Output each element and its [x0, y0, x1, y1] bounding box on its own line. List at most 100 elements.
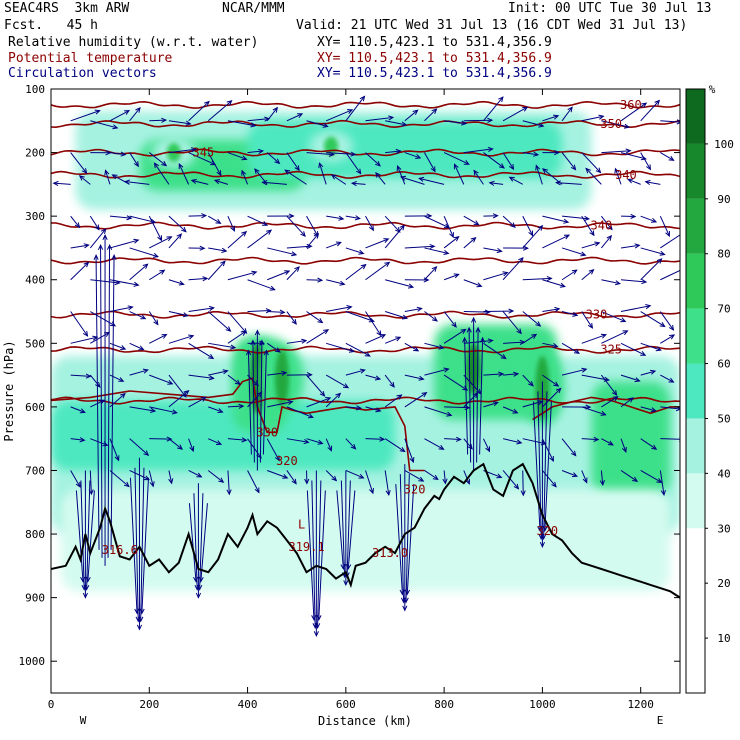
vector-shaft: [306, 329, 329, 344]
vector-head: [213, 179, 221, 185]
vector-head: [208, 375, 215, 381]
wind-vector: [148, 470, 155, 488]
vector-shaft: [581, 311, 593, 329]
wind-vector: [129, 311, 147, 320]
wind-vector: [345, 215, 361, 221]
wind-vector: [418, 176, 445, 185]
vector-shaft: [129, 215, 156, 223]
vector-head: [335, 241, 342, 247]
wind-vector: [385, 279, 415, 289]
x-tick-label: 600: [336, 698, 356, 711]
vector-shaft: [365, 152, 381, 167]
vector-head: [659, 322, 666, 328]
vector-shaft: [193, 493, 198, 590]
wind-vector: [227, 120, 257, 128]
vector-shaft: [148, 215, 162, 241]
vector-head: [541, 168, 548, 174]
vector-head: [301, 338, 308, 344]
vector-head: [621, 446, 627, 453]
vector-shaft: [365, 261, 390, 281]
vector-shaft: [266, 152, 280, 164]
wind-vector: [541, 438, 554, 463]
vector-head: [375, 161, 381, 167]
wind-vector: [70, 215, 81, 229]
vector-shaft: [267, 311, 285, 313]
vector-shaft: [262, 350, 267, 455]
vector-head: [94, 109, 101, 115]
wind-vector: [326, 215, 345, 221]
vector-head: [126, 215, 133, 221]
vector-shaft: [443, 328, 466, 344]
wind-vector: [520, 470, 526, 497]
downdraft-vector: [138, 467, 145, 623]
wind-vector: [153, 162, 170, 185]
updraft-vector: [259, 339, 265, 463]
wind-vector: [375, 172, 386, 185]
vector-shaft: [502, 470, 519, 490]
vector-head: [78, 175, 85, 181]
vector-shaft: [404, 342, 419, 352]
vector-shaft: [284, 169, 307, 185]
vector-head: [656, 478, 663, 483]
vector-shaft: [326, 342, 355, 353]
vector-head: [528, 230, 534, 237]
vector-head: [399, 224, 405, 231]
vector-shaft: [443, 311, 457, 328]
vector-shaft: [384, 225, 405, 249]
wind-vector: [208, 438, 223, 445]
vector-shaft: [188, 374, 214, 379]
vector-head: [161, 117, 168, 123]
wind-vector: [208, 247, 228, 253]
rh-region: [60, 489, 671, 592]
vector-shaft: [70, 262, 89, 281]
vector-shaft: [286, 311, 297, 325]
wind-vector: [601, 396, 619, 408]
wind-vector: [70, 437, 86, 443]
vector-shaft: [286, 266, 300, 281]
vector-shaft: [424, 406, 452, 416]
wind-vector: [561, 311, 579, 317]
wind-vector: [620, 278, 648, 285]
wind-vector: [149, 374, 174, 385]
vector-shaft: [601, 438, 614, 446]
wind-vector: [542, 149, 560, 156]
theta-contour: [51, 100, 680, 109]
wind-vector: [365, 334, 387, 344]
vector-shaft: [444, 406, 470, 409]
wind-vector: [396, 165, 406, 185]
vector-head: [317, 318, 324, 324]
wind-vector: [620, 304, 652, 313]
vector-head: [315, 622, 321, 629]
vector-head: [460, 328, 467, 334]
vector-shaft: [443, 236, 459, 249]
vector-shaft: [188, 438, 194, 452]
wind-vector: [188, 305, 215, 313]
vector-head: [150, 218, 157, 224]
vector-shaft: [168, 120, 191, 125]
vector-head: [640, 350, 647, 356]
wind-vector: [483, 401, 499, 408]
vector-shaft: [129, 406, 156, 412]
vector-shaft: [207, 470, 224, 483]
x-tick-label: 200: [139, 698, 159, 711]
vector-head: [241, 169, 247, 176]
wind-vector: [535, 164, 543, 185]
wind-vector: [424, 311, 438, 322]
wind-vector: [227, 270, 258, 281]
vector-shaft: [522, 374, 534, 387]
vector-shaft: [542, 234, 570, 249]
wind-vector: [581, 333, 607, 344]
wind-vector: [502, 106, 529, 122]
vector-head: [656, 258, 663, 264]
vector-head: [284, 270, 291, 275]
colorbar-bin: [686, 363, 705, 419]
vector-head: [265, 308, 272, 314]
wind-vector: [561, 438, 577, 457]
vector-head: [600, 410, 607, 416]
vector-head: [319, 390, 326, 397]
vector-head: [313, 631, 319, 637]
vector-shaft: [90, 332, 110, 344]
wind-vector: [226, 470, 232, 496]
vector-head: [395, 336, 402, 342]
plot-frame: [50, 88, 681, 694]
